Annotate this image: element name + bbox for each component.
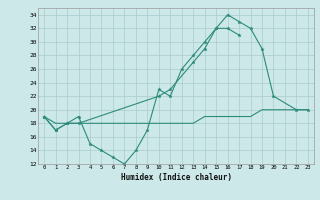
X-axis label: Humidex (Indice chaleur): Humidex (Indice chaleur) [121, 173, 231, 182]
